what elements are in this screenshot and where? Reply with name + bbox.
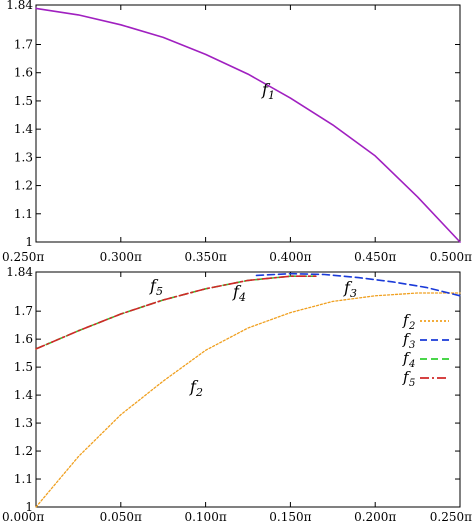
y-tick-label: 1.1 (14, 207, 33, 221)
curve-label-sub: 3 (350, 287, 357, 300)
plot-frame-2 (35, 271, 461, 508)
legend-label-sub: 5 (409, 378, 415, 389)
y-tick-label: 1.5 (14, 360, 33, 374)
series-line-f2 (35, 292, 461, 508)
series-line-f5 (35, 275, 317, 350)
y-tick-label: 1.2 (14, 444, 33, 458)
legend-label-f2: f (402, 311, 411, 329)
y-tick-label: 1.2 (14, 179, 33, 193)
curve-label-f3: f (343, 278, 353, 297)
y-tick-label: 1.7 (14, 38, 33, 52)
y-tick-label: 1.7 (14, 304, 33, 318)
x-tick-label: 0.300π (100, 250, 142, 264)
legend-label-f3: f (402, 330, 411, 348)
curve-label-sub: 5 (156, 285, 163, 298)
curve-label-sub: 2 (195, 386, 203, 399)
curve-label-sub: 1 (268, 89, 275, 102)
y-tick-label: 1 (25, 500, 33, 514)
y-tick-label: 1.3 (14, 150, 33, 164)
y-tick-label: 1.4 (14, 122, 33, 136)
y-tick-label: 1.6 (14, 332, 33, 346)
curve-label-f4: f (232, 282, 242, 301)
curve-label-sub: 4 (238, 291, 246, 304)
series-line-f3 (255, 272, 461, 297)
x-tick-label: 0.050π (100, 510, 142, 524)
y-tick-label: 1.5 (14, 94, 33, 108)
series-line-f4 (35, 275, 317, 350)
x-tick-label: 0.250π (430, 510, 472, 524)
y-tick-label: 1.6 (14, 66, 33, 80)
x-tick-label: 0.500π (430, 250, 472, 264)
x-tick-label: 0.200π (354, 510, 396, 524)
y-tick-label: 1.4 (14, 388, 33, 402)
curve-label-f5: f (149, 276, 159, 295)
x-tick-label: 0.400π (269, 250, 311, 264)
x-tick-label: 0.150π (269, 510, 311, 524)
y-tick-label: 1.84 (6, 0, 33, 12)
legend-label-sub: 2 (408, 321, 415, 332)
y-tick-label: 1 (25, 235, 33, 249)
legend-label-sub: 4 (408, 359, 415, 370)
curve-label-f2: f (189, 377, 199, 396)
y-tick-label: 1.84 (6, 265, 33, 279)
y-tick-label: 1.1 (14, 472, 33, 486)
plot-frame-1 (35, 4, 461, 243)
legend-label-f4: f (402, 349, 411, 367)
x-tick-label: 0.350π (184, 250, 226, 264)
x-tick-label: 0.000π (2, 510, 44, 524)
legend-label-f5: f (402, 368, 411, 386)
x-tick-label: 0.100π (184, 510, 226, 524)
curve-label-f1: f (261, 80, 271, 99)
legend-label-sub: 3 (409, 340, 415, 351)
series-line-f1 (35, 7, 461, 243)
x-tick-label: 0.250π (2, 250, 44, 264)
y-tick-label: 1.3 (14, 416, 33, 430)
x-tick-label: 0.450π (354, 250, 396, 264)
